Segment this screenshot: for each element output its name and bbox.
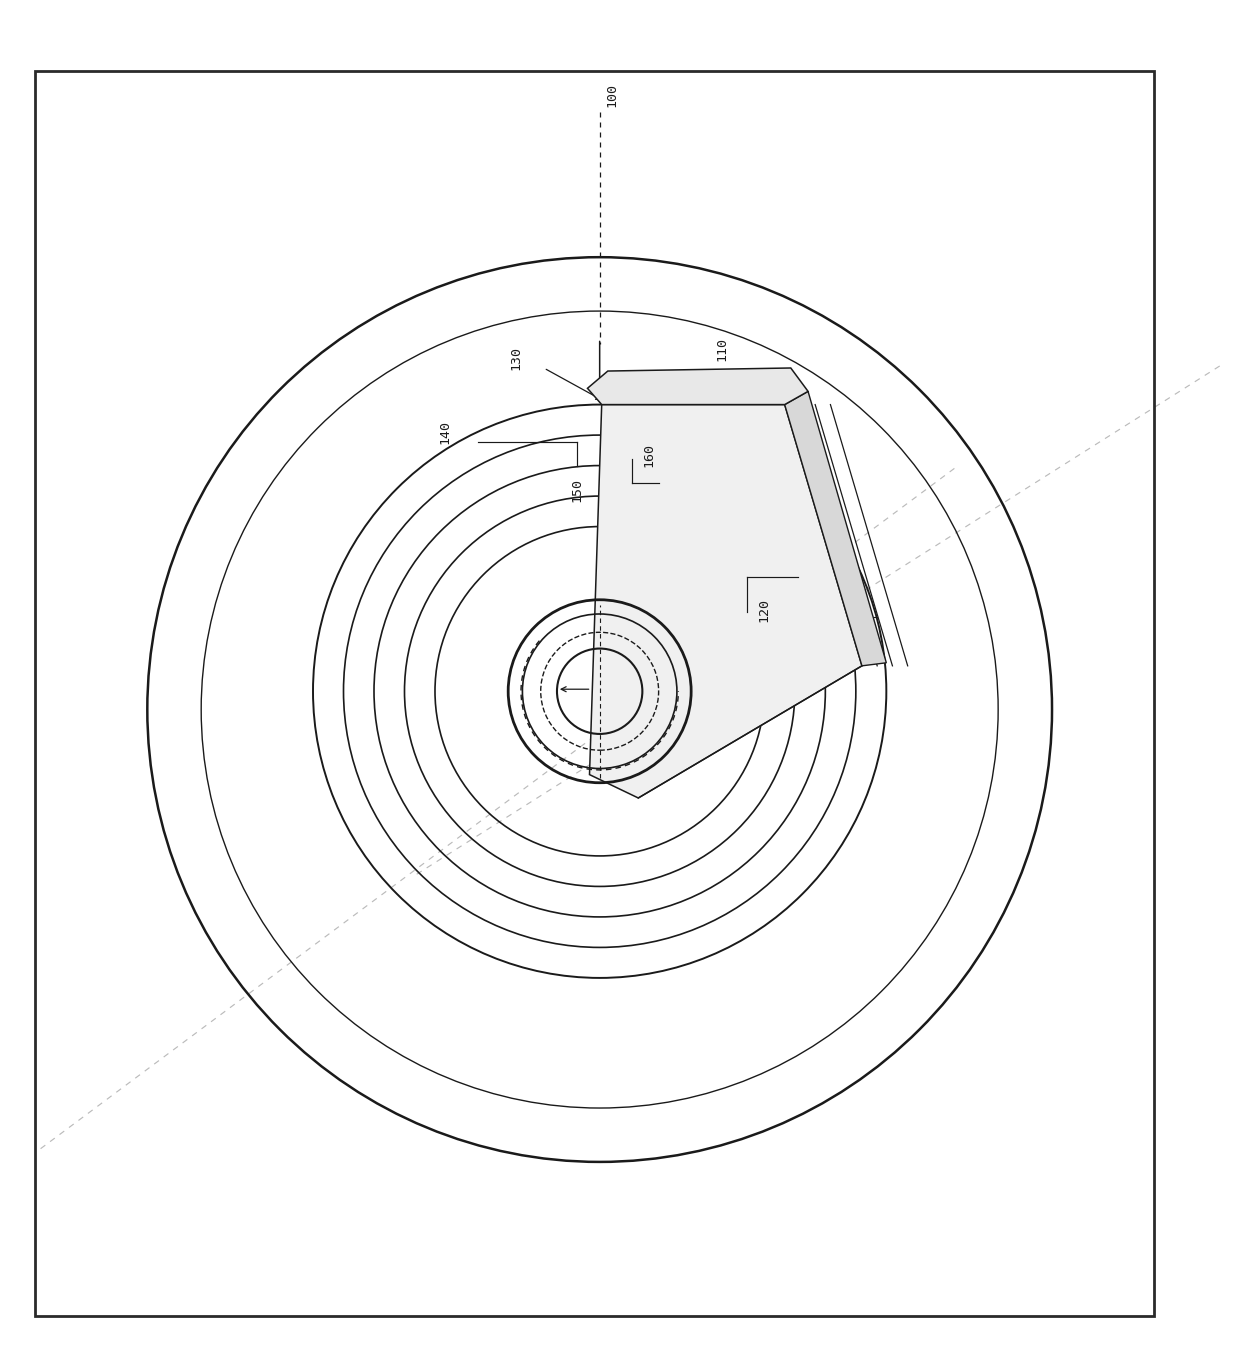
Text: 150: 150 <box>570 479 584 502</box>
Polygon shape <box>589 404 862 798</box>
Text: 120: 120 <box>758 598 770 622</box>
Text: 100: 100 <box>605 82 619 107</box>
Text: 140: 140 <box>439 420 451 443</box>
Text: 130: 130 <box>510 346 523 370</box>
Text: 160: 160 <box>642 443 656 468</box>
Polygon shape <box>588 368 808 404</box>
Polygon shape <box>785 391 887 665</box>
Text: 110: 110 <box>715 337 728 361</box>
